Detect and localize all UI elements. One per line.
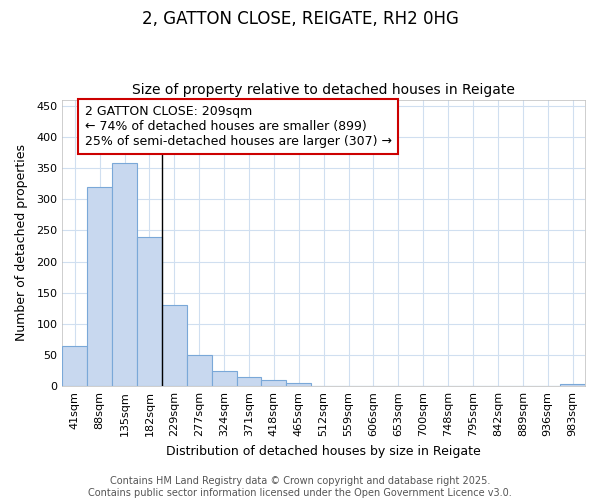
Bar bbox=[262, 380, 286, 386]
Bar bbox=[137, 236, 162, 386]
Text: 2 GATTON CLOSE: 209sqm
← 74% of detached houses are smaller (899)
25% of semi-de: 2 GATTON CLOSE: 209sqm ← 74% of detached… bbox=[85, 105, 392, 148]
Bar bbox=[87, 187, 112, 386]
Y-axis label: Number of detached properties: Number of detached properties bbox=[15, 144, 28, 342]
Bar bbox=[162, 305, 187, 386]
Bar bbox=[286, 383, 311, 386]
Bar bbox=[112, 163, 137, 386]
X-axis label: Distribution of detached houses by size in Reigate: Distribution of detached houses by size … bbox=[166, 444, 481, 458]
Title: Size of property relative to detached houses in Reigate: Size of property relative to detached ho… bbox=[132, 83, 515, 97]
Text: Contains HM Land Registry data © Crown copyright and database right 2025.
Contai: Contains HM Land Registry data © Crown c… bbox=[88, 476, 512, 498]
Bar bbox=[187, 355, 212, 386]
Text: 2, GATTON CLOSE, REIGATE, RH2 0HG: 2, GATTON CLOSE, REIGATE, RH2 0HG bbox=[142, 10, 458, 28]
Bar bbox=[62, 346, 87, 386]
Bar bbox=[560, 384, 585, 386]
Bar bbox=[212, 370, 236, 386]
Bar bbox=[236, 377, 262, 386]
